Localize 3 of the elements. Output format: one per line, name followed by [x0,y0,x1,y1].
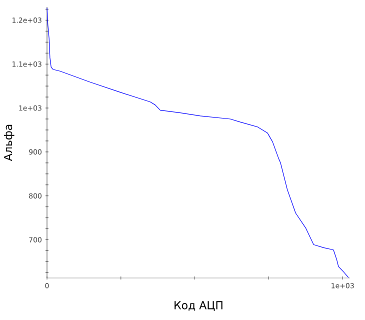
x-axis-title: Код АЦП [174,301,222,311]
line-series [46,8,349,278]
y-axis-title: Альфа [4,124,14,162]
